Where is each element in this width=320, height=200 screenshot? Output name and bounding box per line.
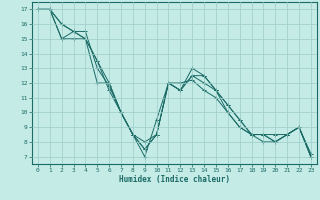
X-axis label: Humidex (Indice chaleur): Humidex (Indice chaleur) [119, 175, 230, 184]
